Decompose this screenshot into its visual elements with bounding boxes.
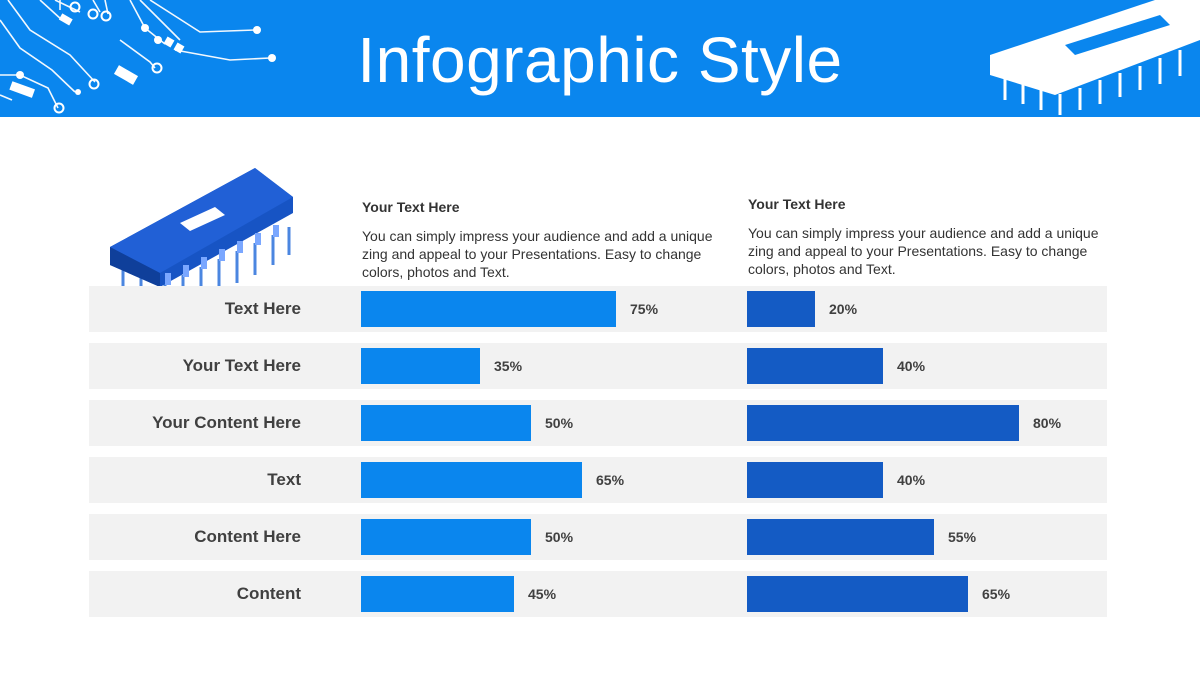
bar-series-1 [361,576,514,612]
category-label: Content Here [194,527,301,546]
data-label: 40% [897,472,926,488]
microchip-icon [110,168,293,320]
page-title: Infographic Style [357,24,843,96]
bar-series-1 [361,348,480,384]
category-label: Content [236,584,301,603]
data-label: 40% [897,358,926,374]
data-label: 45% [528,586,557,602]
bar-series-1 [361,462,582,498]
category-label: Your Content Here [152,413,301,432]
chart-row-band [89,514,1107,560]
microchip-icon [990,0,1200,115]
chart-row-band [89,343,1107,389]
category-label: Text Here [224,299,301,318]
bar-series-2 [747,348,883,384]
data-label: 20% [829,301,858,317]
data-label: 50% [545,529,574,545]
data-label: 80% [1033,415,1062,431]
chart-row-band [89,457,1107,503]
bar-series-1 [361,519,531,555]
bar-series-1 [361,291,616,327]
column-a-description: You can simply impress your audience and… [362,228,713,280]
bar-series-2 [747,462,883,498]
bar-series-2 [747,405,1019,441]
column-b-description: You can simply impress your audience and… [748,225,1099,277]
data-label: 65% [982,586,1011,602]
category-label: Text [267,470,301,489]
bar-series-2 [747,291,815,327]
header-banner: Infographic Style [0,0,1200,117]
column-a-heading: Your Text Here [362,199,460,215]
data-label: 35% [494,358,523,374]
data-label: 75% [630,301,659,317]
column-b-heading: Your Text Here [748,196,846,212]
category-label: Your Text Here [182,356,301,375]
data-label: 50% [545,415,574,431]
bar-series-1 [361,405,531,441]
circuit-lines-icon [0,0,276,114]
bar-series-2 [747,576,968,612]
data-label: 55% [948,529,977,545]
bar-series-2 [747,519,934,555]
data-label: 65% [596,472,625,488]
